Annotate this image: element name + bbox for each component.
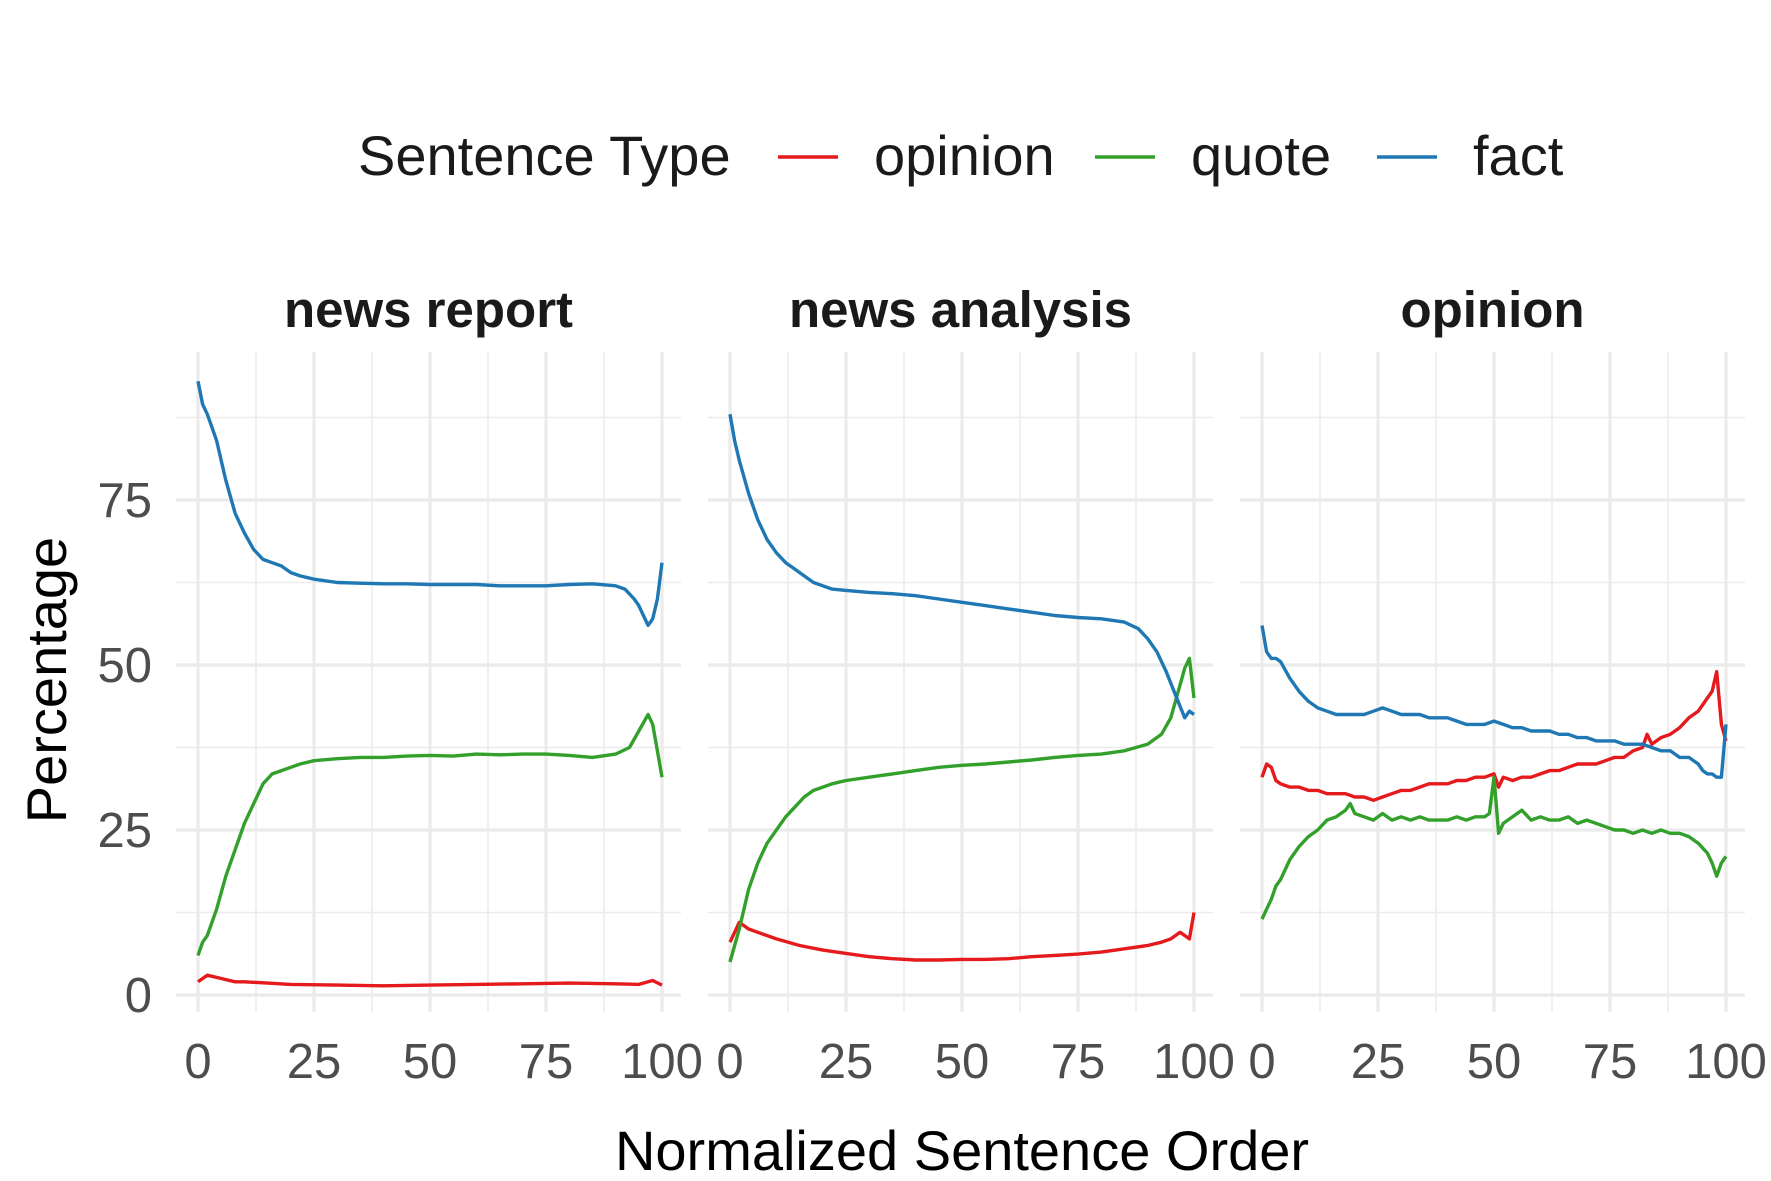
series-line-opinion <box>1260 669 1728 802</box>
panel-news-report: news report 0 25 50 75 100 <box>176 281 703 1089</box>
series-line-quote <box>1260 775 1728 920</box>
panel-news-analysis: news analysis 0 25 50 75 100 <box>708 281 1235 1089</box>
x-tick-label: 50 <box>403 1035 458 1089</box>
x-tick-label: 50 <box>1467 1035 1522 1089</box>
x-tick-label: 100 <box>1153 1035 1235 1089</box>
y-tick-label: 50 <box>97 639 152 693</box>
series-line-fact <box>728 413 1195 720</box>
series-line-opinion <box>197 973 663 988</box>
legend-label-fact: fact <box>1473 124 1564 187</box>
x-tick-label: 25 <box>819 1035 874 1089</box>
x-tick-label: 75 <box>1583 1035 1638 1089</box>
series-line-quote <box>196 712 664 956</box>
x-tick-label: 75 <box>519 1035 574 1089</box>
series-line-fact <box>196 380 664 628</box>
facet-label: news analysis <box>789 281 1132 338</box>
x-tick-label: 0 <box>1248 1035 1275 1089</box>
y-tick-label: 0 <box>125 969 152 1023</box>
y-tick-label: 25 <box>97 804 152 858</box>
facet-label: news report <box>284 281 573 338</box>
x-tick-label: 25 <box>287 1035 342 1089</box>
y-tick-label: 75 <box>97 474 152 528</box>
y-axis-title: Percentage <box>15 537 78 823</box>
x-axis-title: Normalized Sentence Order <box>615 1119 1309 1181</box>
x-tick-label: 75 <box>1051 1035 1106 1089</box>
series-line-quote <box>728 656 1196 963</box>
x-tick-label: 25 <box>1351 1035 1406 1089</box>
legend-label-opinion: opinion <box>874 124 1055 187</box>
x-tick-label: 100 <box>1685 1035 1767 1089</box>
legend-label-quote: quote <box>1191 124 1331 187</box>
facet-label: opinion <box>1400 281 1584 338</box>
series-line-fact <box>1260 625 1728 779</box>
legend-title: Sentence Type <box>358 124 731 187</box>
x-tick-label: 100 <box>621 1035 703 1089</box>
series-line-opinion <box>728 912 1196 962</box>
legend: Sentence Type opinion quote fact <box>358 124 1564 187</box>
x-tick-label: 50 <box>935 1035 990 1089</box>
x-tick-label: 0 <box>716 1035 743 1089</box>
x-tick-label: 0 <box>184 1035 211 1089</box>
panel-opinion: opinion 0 25 50 75 100 <box>1240 281 1767 1089</box>
